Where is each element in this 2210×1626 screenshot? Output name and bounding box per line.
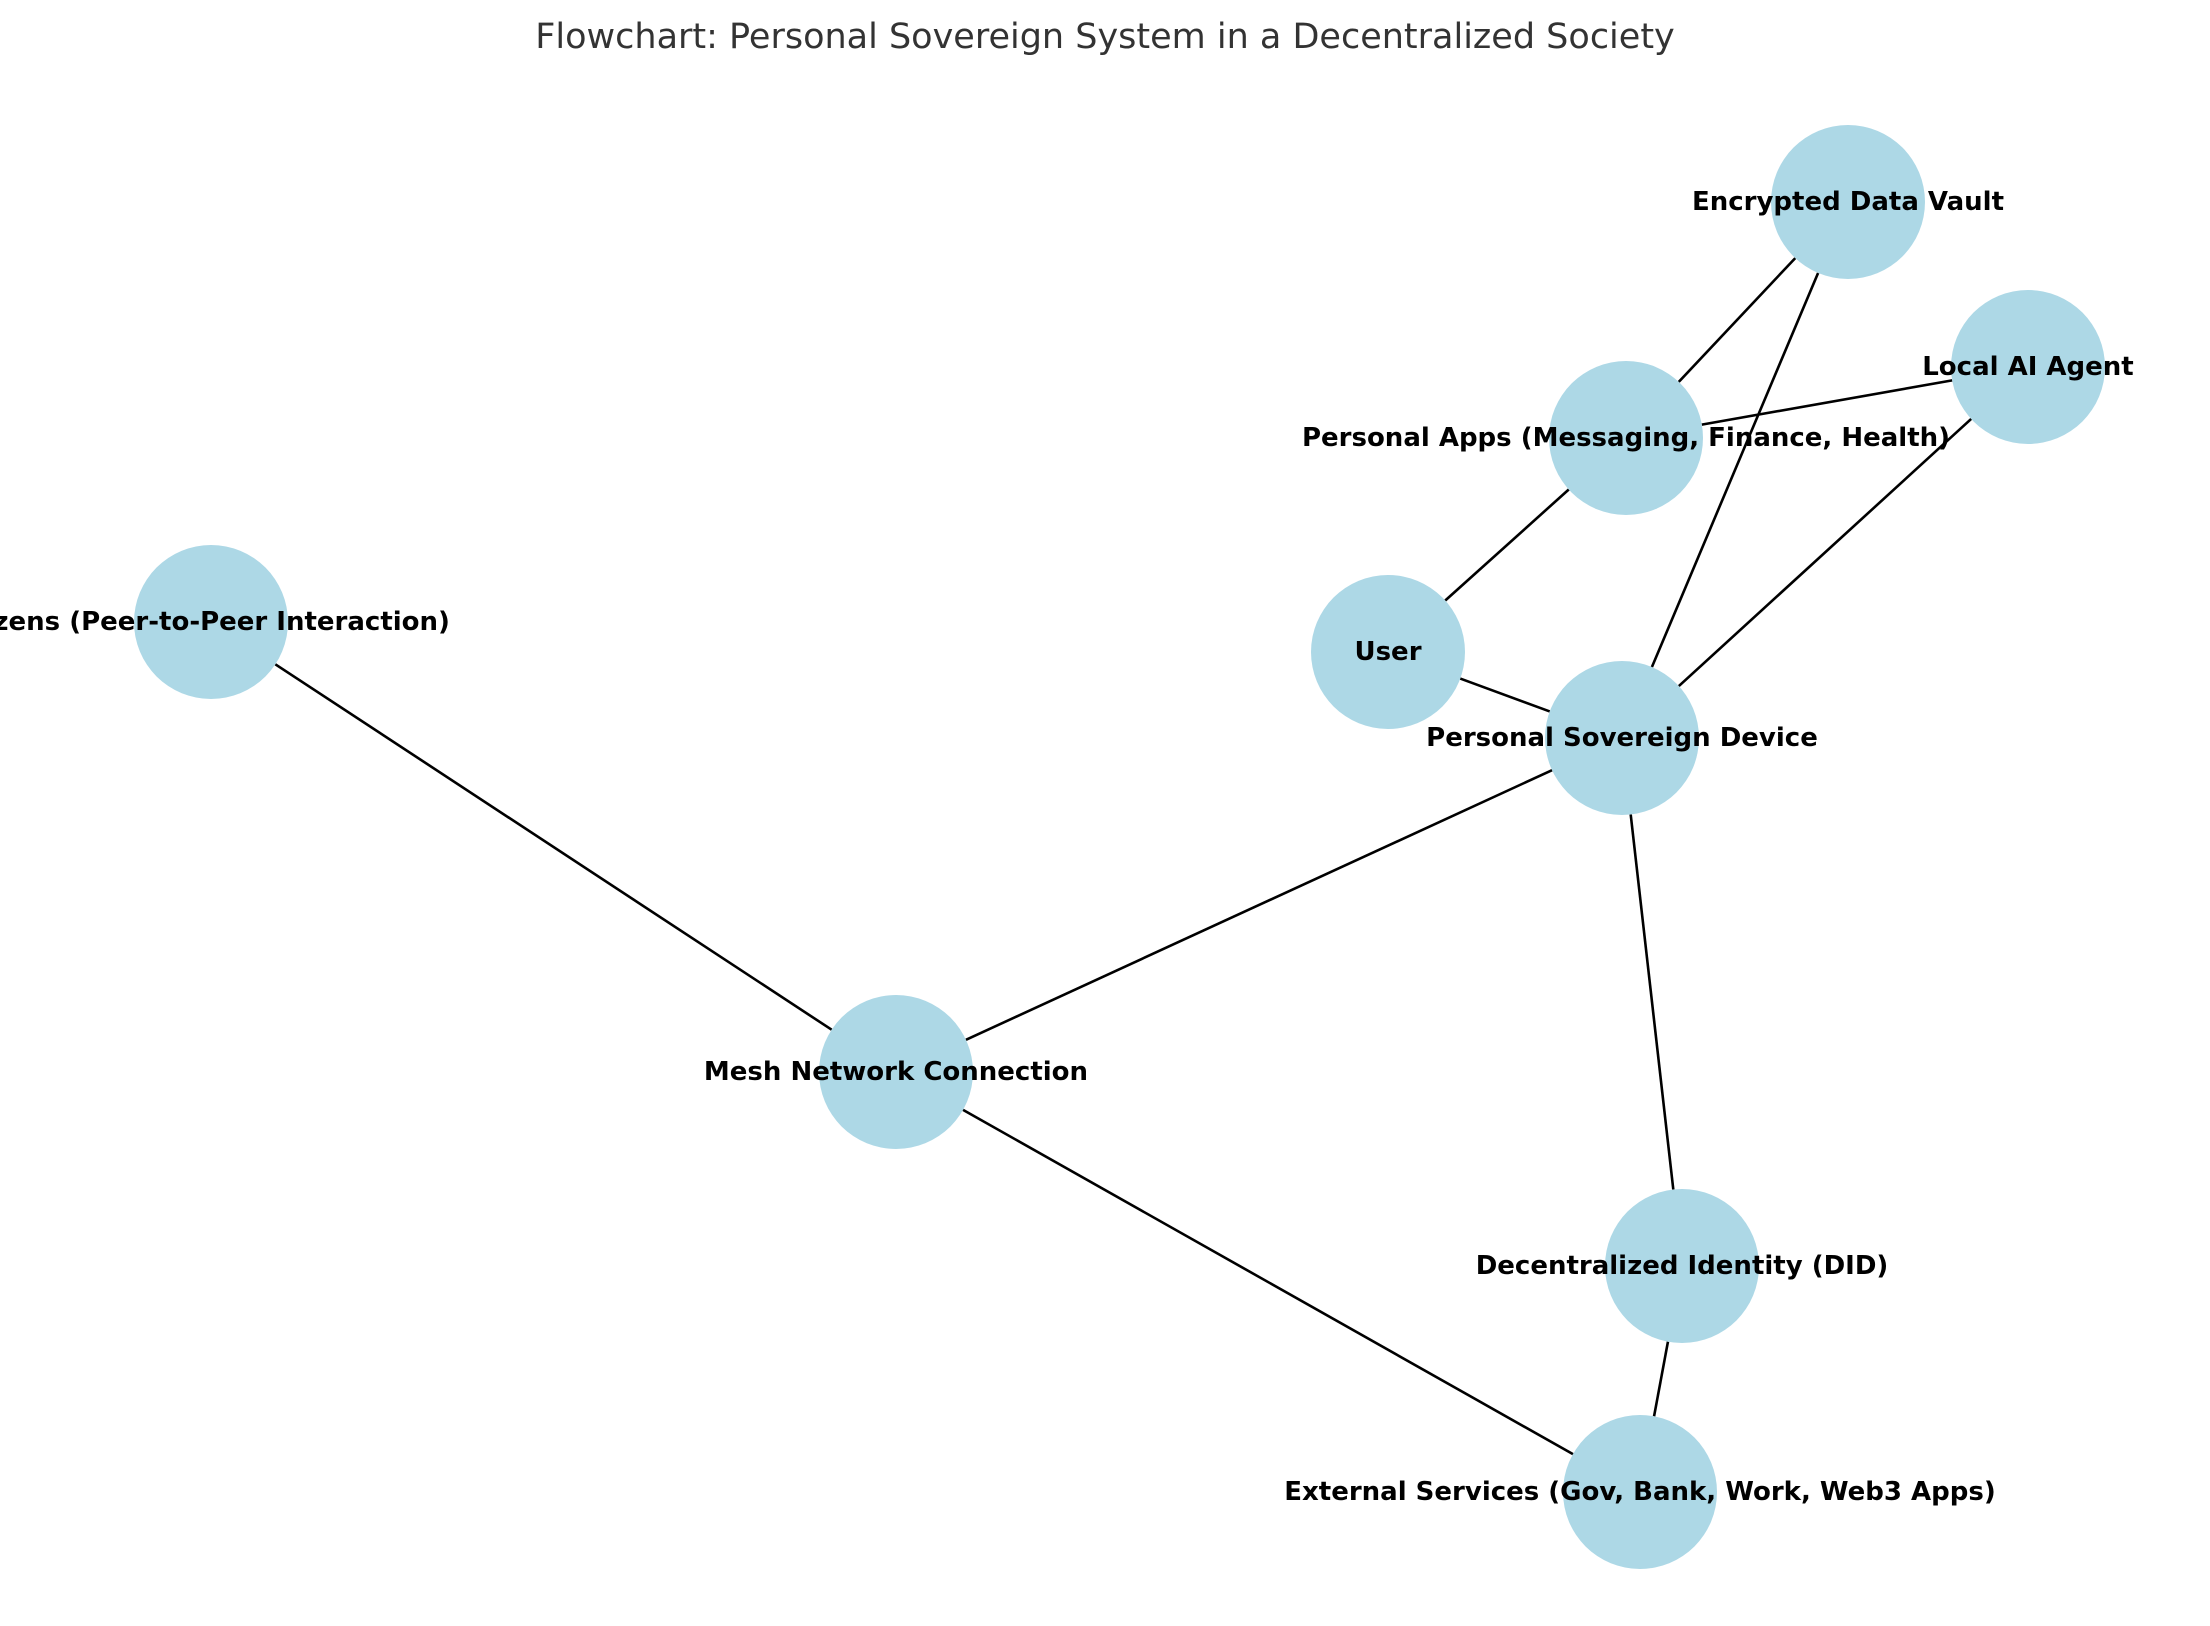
- node-ext: External Services (Gov, Bank, Work, Web3…: [1284, 1415, 1996, 1569]
- edge-did-ext: [1652, 1341, 1670, 1417]
- node-citizens: tizens (Peer-to-Peer Interaction): [0, 545, 450, 699]
- edge-apps-vault: [1677, 257, 1797, 383]
- node-apps: Personal Apps (Messaging, Finance, Healt…: [1302, 361, 1950, 515]
- edge-apps-ai: [1701, 379, 1953, 426]
- node-label-user: User: [1354, 637, 1421, 667]
- node-vault: Encrypted Data Vault: [1692, 125, 2004, 279]
- edge-citizens-mesh: [274, 663, 833, 1031]
- node-label-mesh: Mesh Network Connection: [704, 1057, 1088, 1087]
- diagram-title: Flowchart: Personal Sovereign System in …: [535, 17, 1675, 57]
- node-psd: Personal Sovereign Device: [1426, 661, 1818, 815]
- node-user: User: [1311, 575, 1465, 729]
- node-label-ext: External Services (Gov, Bank, Work, Web3…: [1284, 1477, 1995, 1507]
- node-label-vault: Encrypted Data Vault: [1692, 187, 2004, 217]
- node-circle-psd: [1545, 661, 1699, 815]
- node-label-did: Decentralized Identity (DID): [1476, 1251, 1889, 1281]
- node-circle-user: [1311, 575, 1465, 729]
- node-label-ai: Local AI Agent: [1922, 352, 2134, 382]
- edge-user-psd: [1459, 677, 1551, 713]
- edge-psd-mesh: [965, 769, 1553, 1041]
- node-circle-apps: [1549, 361, 1703, 515]
- edge-psd-did: [1629, 814, 1675, 1190]
- edge-psd-vault: [1650, 272, 1820, 668]
- node-circle-did: [1605, 1189, 1759, 1343]
- node-circle-mesh: [819, 995, 973, 1149]
- node-did: Decentralized Identity (DID): [1476, 1189, 1889, 1343]
- edge-psd-ai: [1677, 417, 1973, 688]
- node-mesh: Mesh Network Connection: [704, 995, 1088, 1149]
- node-label-psd: Personal Sovereign Device: [1426, 723, 1818, 753]
- nodes-layer: User Personal Sovereign Device Encrypted D…: [0, 125, 2134, 1569]
- node-circle-ext: [1563, 1415, 1717, 1569]
- node-ai: Local AI Agent: [1922, 290, 2134, 444]
- node-label-citizens: tizens (Peer-to-Peer Interaction): [0, 607, 450, 637]
- node-circle-vault: [1771, 125, 1925, 279]
- edge-mesh-ext: [962, 1108, 1574, 1456]
- edge-user-apps: [1444, 488, 1570, 602]
- node-circle-ai: [1951, 290, 2105, 444]
- node-circle-citizens: [134, 545, 288, 699]
- edges-layer: [274, 257, 1973, 1456]
- node-label-apps: Personal Apps (Messaging, Finance, Healt…: [1302, 423, 1950, 453]
